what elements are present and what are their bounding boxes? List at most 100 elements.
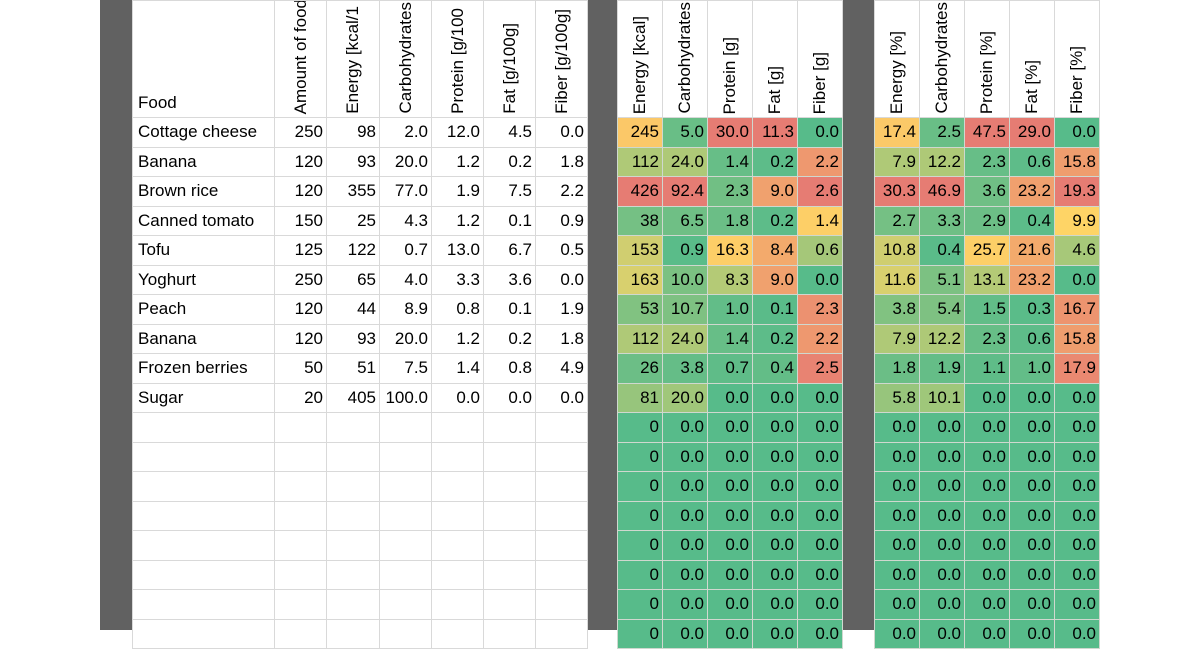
totals-cell[interactable]: 0: [617, 500, 663, 531]
input-cell[interactable]: 51: [326, 353, 380, 384]
input-cell[interactable]: [483, 441, 536, 472]
percent-cell[interactable]: 0.0: [874, 441, 920, 472]
totals-cell[interactable]: 0.0: [797, 441, 843, 472]
totals-cell[interactable]: 0.0: [797, 471, 843, 502]
input-cell[interactable]: [431, 500, 484, 531]
input-cell[interactable]: 250: [274, 117, 327, 148]
input-cell[interactable]: [431, 559, 484, 590]
input-cell[interactable]: [326, 441, 380, 472]
input-cell[interactable]: [326, 618, 380, 649]
input-cell[interactable]: [326, 530, 380, 561]
input-cell[interactable]: 405: [326, 382, 380, 413]
percent-cell[interactable]: 0.0: [1009, 382, 1055, 413]
percent-cell[interactable]: 3.3: [919, 205, 965, 236]
input-cell[interactable]: Banana: [132, 146, 275, 177]
percent-cell[interactable]: 0.0: [1054, 589, 1100, 620]
percent-header-4[interactable]: Fiber [%]: [1054, 0, 1100, 118]
percent-cell[interactable]: 2.5: [919, 117, 965, 148]
input-cell[interactable]: Canned tomato: [132, 205, 275, 236]
input-cell[interactable]: 0.0: [535, 117, 588, 148]
totals-cell[interactable]: 0.0: [707, 589, 753, 620]
percent-cell[interactable]: 0.0: [1009, 412, 1055, 443]
input-cell[interactable]: [535, 471, 588, 502]
percent-cell[interactable]: 12.2: [919, 323, 965, 354]
percent-cell[interactable]: 30.3: [874, 176, 920, 207]
percent-cell[interactable]: 46.9: [919, 176, 965, 207]
input-cell[interactable]: 1.2: [431, 205, 484, 236]
totals-cell[interactable]: 0.0: [797, 559, 843, 590]
input-cell[interactable]: [132, 618, 275, 649]
percent-cell[interactable]: 0.0: [874, 500, 920, 531]
percent-cell[interactable]: 0.0: [919, 589, 965, 620]
input-cell[interactable]: [535, 412, 588, 443]
percent-cell[interactable]: 7.9: [874, 323, 920, 354]
input-cell[interactable]: 0.0: [535, 264, 588, 295]
percent-cell[interactable]: 0.0: [1009, 530, 1055, 561]
percent-cell[interactable]: 0.0: [1054, 412, 1100, 443]
input-cell[interactable]: [132, 500, 275, 531]
input-cell[interactable]: Peach: [132, 294, 275, 325]
input-cell[interactable]: Banana: [132, 323, 275, 354]
input-cell[interactable]: Tofu: [132, 235, 275, 266]
input-cell[interactable]: 0.8: [483, 353, 536, 384]
input-cell[interactable]: 4.3: [379, 205, 432, 236]
totals-cell[interactable]: 163: [617, 264, 663, 295]
input-header-2[interactable]: Energy [kcal/1: [326, 0, 380, 118]
percent-cell[interactable]: 5.4: [919, 294, 965, 325]
percent-cell[interactable]: 0.0: [964, 382, 1010, 413]
totals-cell[interactable]: 0.0: [797, 412, 843, 443]
input-cell[interactable]: 100.0: [379, 382, 432, 413]
totals-cell[interactable]: 11.3: [752, 117, 798, 148]
input-cell[interactable]: [326, 471, 380, 502]
totals-cell[interactable]: 3.8: [662, 353, 708, 384]
percent-cell[interactable]: 12.2: [919, 146, 965, 177]
input-cell[interactable]: [431, 441, 484, 472]
totals-cell[interactable]: 2.3: [797, 294, 843, 325]
input-cell[interactable]: [379, 412, 432, 443]
percent-cell[interactable]: 5.8: [874, 382, 920, 413]
totals-cell[interactable]: 0.0: [707, 500, 753, 531]
input-cell[interactable]: [274, 618, 327, 649]
percent-cell[interactable]: 0.0: [1054, 264, 1100, 295]
input-cell[interactable]: 1.2: [431, 146, 484, 177]
percent-cell[interactable]: 15.8: [1054, 146, 1100, 177]
percent-cell[interactable]: 0.0: [964, 412, 1010, 443]
percent-cell[interactable]: 17.4: [874, 117, 920, 148]
percent-cell[interactable]: 0.0: [1009, 618, 1055, 649]
input-cell[interactable]: [535, 441, 588, 472]
input-cell[interactable]: [483, 589, 536, 620]
input-cell[interactable]: [326, 412, 380, 443]
totals-cell[interactable]: 0.0: [707, 382, 753, 413]
percent-cell[interactable]: 0.3: [1009, 294, 1055, 325]
totals-cell[interactable]: 10.7: [662, 294, 708, 325]
percent-cell[interactable]: 0.0: [964, 559, 1010, 590]
input-cell[interactable]: 1.9: [431, 176, 484, 207]
input-cell[interactable]: 65: [326, 264, 380, 295]
percent-cell[interactable]: 10.1: [919, 382, 965, 413]
percent-cell[interactable]: 0.0: [919, 530, 965, 561]
input-cell[interactable]: 0.9: [535, 205, 588, 236]
percent-cell[interactable]: 1.1: [964, 353, 1010, 384]
percent-cell[interactable]: 0.0: [964, 530, 1010, 561]
input-cell[interactable]: Cottage cheese: [132, 117, 275, 148]
totals-cell[interactable]: 0: [617, 530, 663, 561]
totals-cell[interactable]: 2.3: [707, 176, 753, 207]
totals-cell[interactable]: 0: [617, 559, 663, 590]
input-cell[interactable]: [379, 559, 432, 590]
percent-cell[interactable]: 7.9: [874, 146, 920, 177]
input-cell[interactable]: 150: [274, 205, 327, 236]
percent-cell[interactable]: 13.1: [964, 264, 1010, 295]
input-cell[interactable]: 3.6: [483, 264, 536, 295]
percent-cell[interactable]: 0.0: [964, 618, 1010, 649]
percent-cell[interactable]: 0.0: [1009, 500, 1055, 531]
totals-cell[interactable]: 8.4: [752, 235, 798, 266]
percent-cell[interactable]: 0.0: [874, 618, 920, 649]
percent-cell[interactable]: 2.3: [964, 323, 1010, 354]
input-cell[interactable]: Frozen berries: [132, 353, 275, 384]
input-cell[interactable]: [326, 500, 380, 531]
input-cell[interactable]: [379, 589, 432, 620]
input-cell[interactable]: 93: [326, 146, 380, 177]
totals-cell[interactable]: 24.0: [662, 323, 708, 354]
percent-cell[interactable]: 0.0: [964, 441, 1010, 472]
percent-cell[interactable]: 0.0: [919, 412, 965, 443]
